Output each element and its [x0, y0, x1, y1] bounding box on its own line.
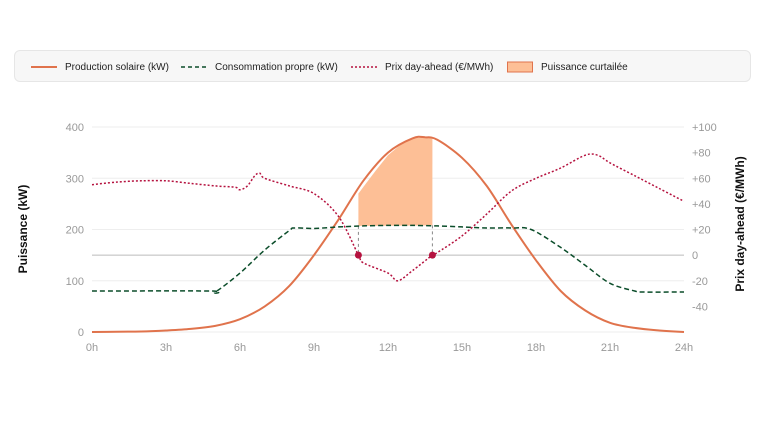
series-layer	[91, 135, 685, 333]
legend-item-price[interactable]: Prix day-ahead (€/MWh)	[351, 51, 493, 83]
legend-swatch-curtailed	[507, 61, 533, 73]
x-tick-label: 21h	[601, 342, 619, 354]
y-left-tick-label: 100	[66, 276, 84, 288]
y-axis-left-title: Puissance (kW)	[16, 185, 30, 274]
legend-item-consumption[interactable]: Consommation propre (kW)	[181, 51, 338, 83]
legend-label-curtailed: Puissance curtailée	[541, 61, 628, 73]
y-right-tick-label: +80	[692, 148, 711, 160]
price-marker-point	[428, 251, 436, 259]
y-right-tick-label: 0	[692, 250, 698, 262]
legend-swatch-consumption	[181, 66, 207, 68]
y-right-tick-label: -40	[692, 301, 708, 313]
tick-labels: 0 100 200 300 400 +100 +80 +60 +40 +20 0 -20 -40 0h 3h…	[66, 122, 717, 354]
y-right-tick-label: +20	[692, 225, 711, 237]
chart-legend: Production solaire (kW) Consommation pro…	[14, 50, 751, 82]
x-tick-label: 24h	[675, 342, 693, 354]
series-line-solar	[91, 135, 685, 333]
series-line-consumption	[91, 224, 685, 294]
y-right-tick-label: +100	[692, 122, 717, 134]
legend-label-consumption: Consommation propre (kW)	[215, 61, 338, 73]
y-left-tick-label: 400	[66, 122, 84, 134]
legend-label-price: Prix day-ahead (€/MWh)	[385, 61, 494, 73]
x-tick-label: 3h	[160, 342, 172, 354]
x-tick-label: 9h	[308, 342, 320, 354]
curtailed-area	[358, 137, 433, 226]
legend-swatch-price	[351, 66, 377, 68]
x-tick-label: 12h	[379, 342, 397, 354]
x-tick-label: 18h	[527, 342, 545, 354]
legend-swatch-solar	[31, 66, 57, 68]
x-tick-label: 15h	[453, 342, 471, 354]
curtailed-area-layer	[358, 137, 433, 226]
legend-item-curtailed[interactable]: Puissance curtailée	[507, 51, 628, 83]
y-right-tick-label: +60	[692, 173, 711, 185]
series-line-price	[91, 153, 685, 282]
y-axis-right-title: Prix day-ahead (€/MWh)	[733, 156, 747, 291]
price-marker-point	[354, 251, 362, 259]
y-left-tick-label: 0	[78, 327, 84, 339]
y-left-tick-label: 300	[66, 173, 84, 185]
marker-layer	[354, 251, 436, 259]
y-left-tick-label: 200	[66, 225, 84, 237]
x-tick-label: 0h	[86, 342, 98, 354]
x-tick-label: 6h	[234, 342, 246, 354]
y-right-tick-label: -20	[692, 276, 708, 288]
legend-item-solar[interactable]: Production solaire (kW)	[31, 51, 169, 83]
y-right-tick-label: +40	[692, 199, 711, 211]
legend-label-solar: Production solaire (kW)	[65, 61, 169, 73]
